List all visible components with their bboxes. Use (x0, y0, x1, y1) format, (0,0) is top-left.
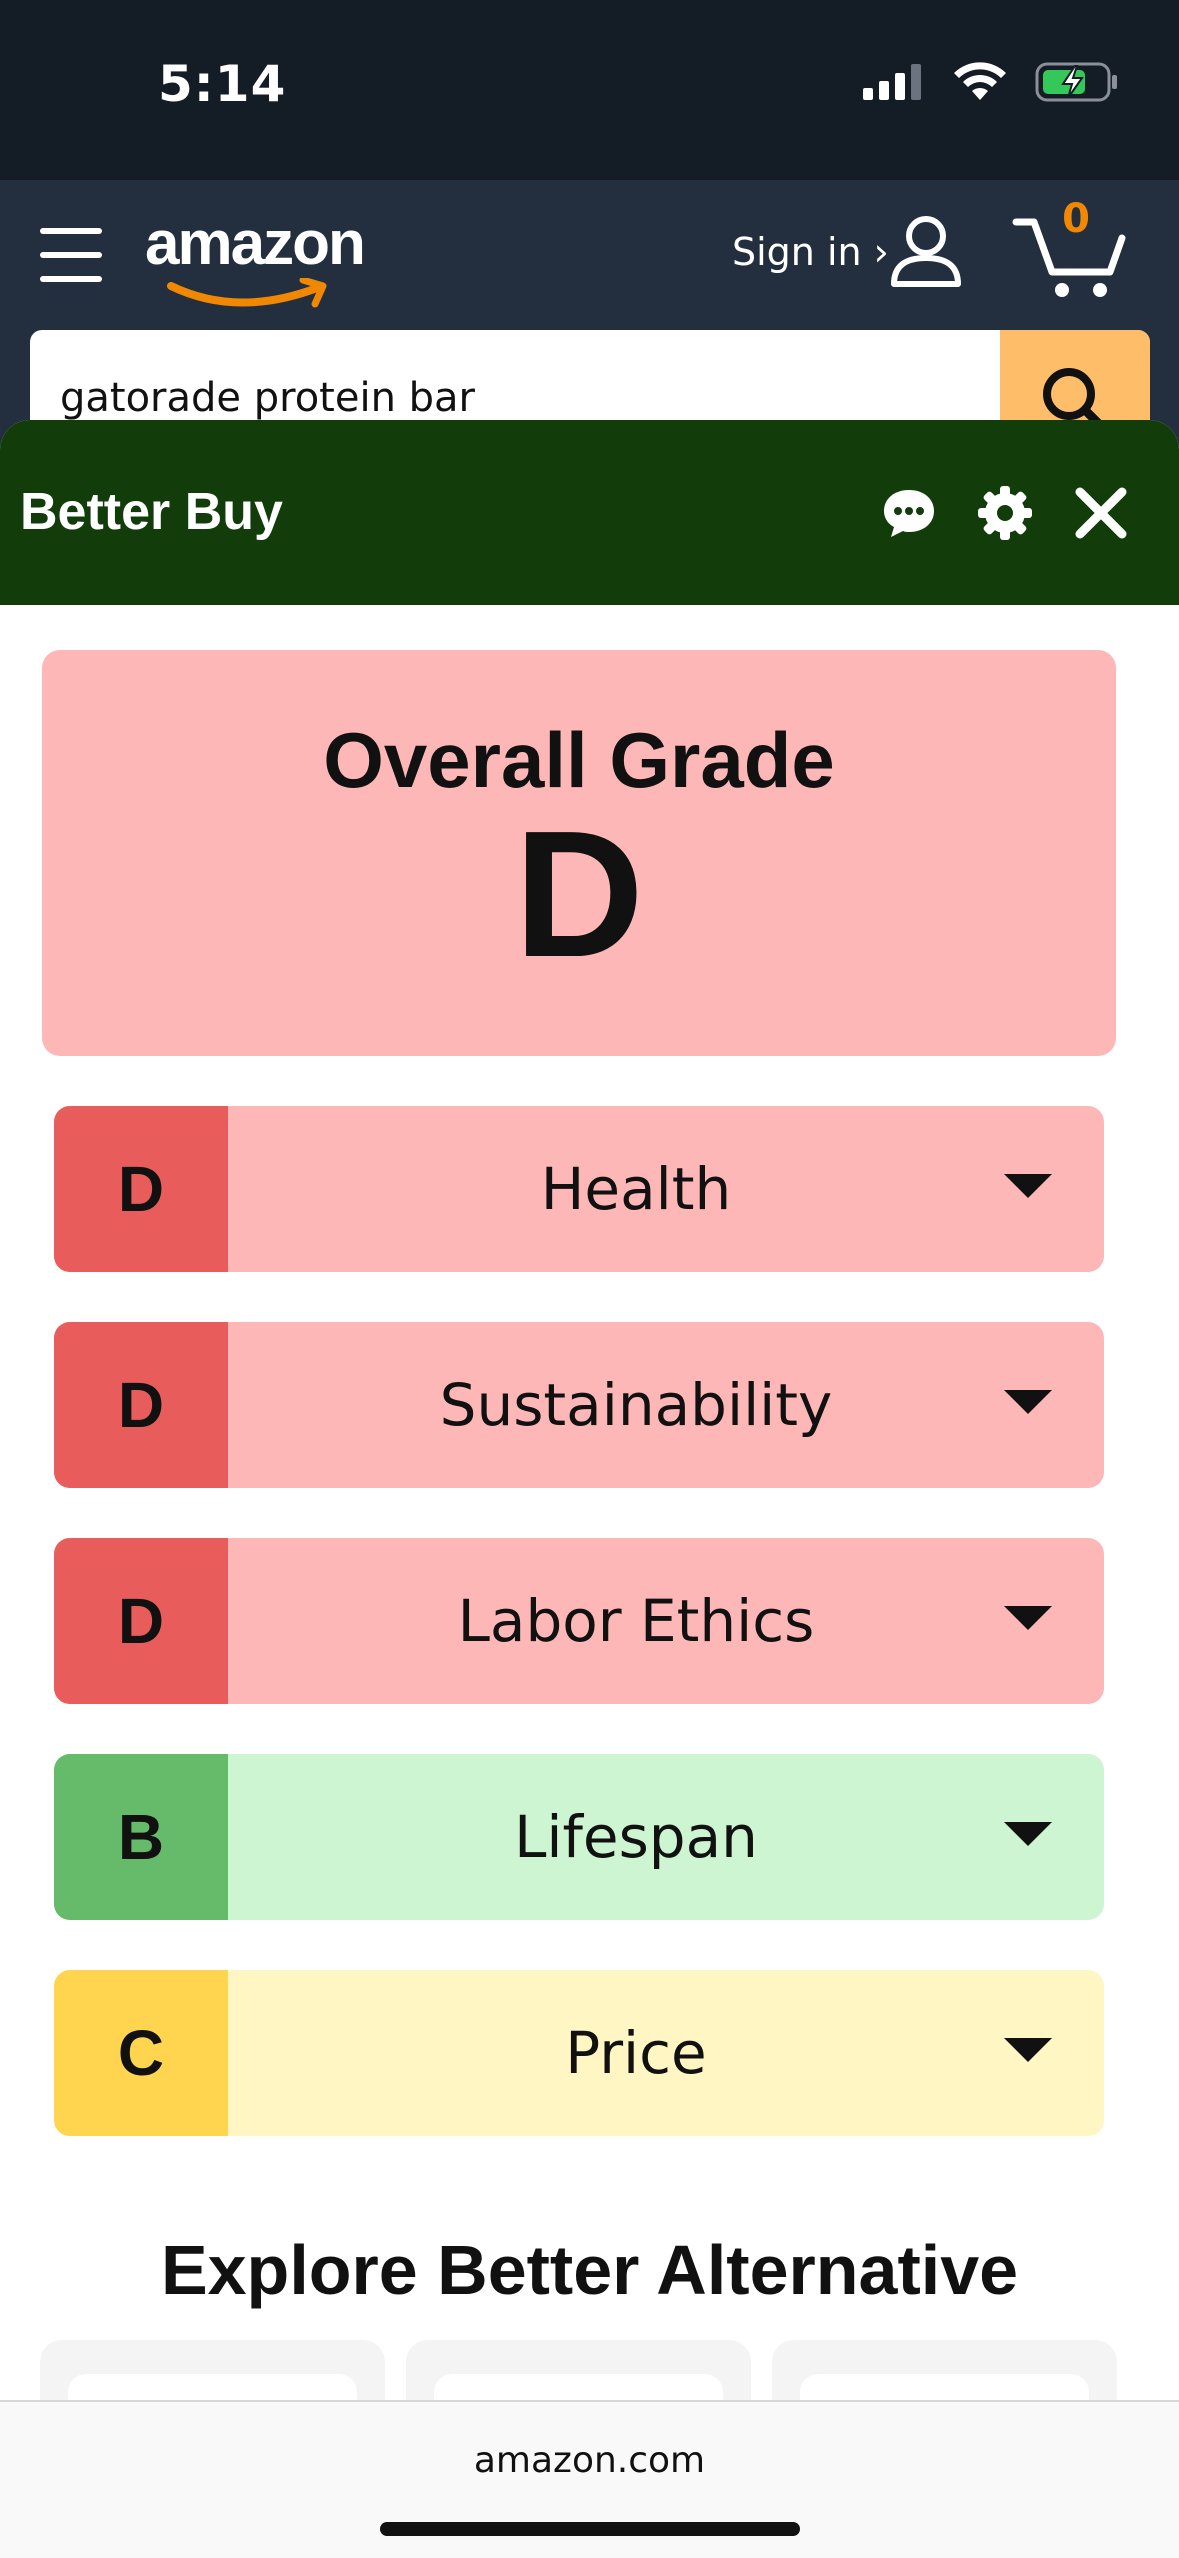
amazon-smile-icon (167, 278, 327, 308)
category-label: Sustainability (439, 1371, 833, 1439)
close-icon[interactable] (1072, 484, 1130, 542)
category-grade: D (54, 1106, 228, 1272)
wifi-icon (954, 62, 1006, 100)
chevron-down-icon[interactable] (1004, 1174, 1052, 1198)
better-buy-panel: Better Buy Overall Grade D D Hea (0, 420, 1179, 2556)
status-time: 5:14 (158, 55, 287, 113)
overall-grade-card: Overall Grade D (42, 650, 1116, 1056)
chevron-down-icon[interactable] (1004, 1606, 1052, 1630)
cart-icon (1012, 218, 1126, 297)
chevron-down-icon[interactable] (1004, 1390, 1052, 1414)
chat-icon[interactable] (880, 484, 938, 542)
category-lifespan[interactable]: B Lifespan (54, 1754, 1104, 1920)
menu-icon[interactable] (40, 228, 102, 282)
battery-charging-icon (1035, 62, 1117, 102)
chevron-down-icon[interactable] (1004, 1822, 1052, 1846)
cart-button[interactable]: 0 (1012, 196, 1128, 302)
status-icons (863, 62, 1119, 102)
category-grade: D (54, 1538, 228, 1704)
category-label: Health (540, 1155, 732, 1223)
search-input[interactable]: gatorade protein bar (60, 375, 475, 421)
cart-count: 0 (1062, 196, 1090, 242)
category-price[interactable]: C Price (54, 1970, 1104, 2136)
signal-icon (863, 64, 921, 100)
sign-in-link[interactable]: Sign in › (732, 230, 889, 274)
url-label[interactable]: amazon.com (473, 2440, 706, 2481)
explore-alternatives-title: Explore Better Alternative (160, 2231, 1019, 2309)
status-bar: 5:14 (0, 0, 1179, 180)
category-labor-ethics[interactable]: D Labor Ethics (54, 1538, 1104, 1704)
category-grade: C (54, 1970, 228, 2136)
panel-title: Better Buy (20, 483, 283, 541)
category-grade: B (54, 1754, 228, 1920)
chevron-down-icon[interactable] (1004, 2038, 1052, 2062)
category-label: Price (565, 2019, 707, 2087)
browser-address-bar: amazon.com (0, 2400, 1179, 2558)
user-icon[interactable] (888, 212, 964, 288)
home-indicator[interactable] (380, 2522, 800, 2536)
panel-header: Better Buy (0, 420, 1179, 605)
category-label: Lifespan (514, 1803, 758, 1871)
amazon-logo[interactable]: amazon (145, 208, 385, 318)
gear-icon[interactable] (976, 484, 1034, 542)
category-label: Labor Ethics (457, 1587, 815, 1655)
overall-grade-label: Overall Grade (323, 716, 835, 804)
overall-grade-value: D (514, 794, 644, 995)
amazon-logo-text: amazon (145, 209, 366, 278)
category-sustainability[interactable]: D Sustainability (54, 1322, 1104, 1488)
category-grade: D (54, 1322, 228, 1488)
category-health[interactable]: D Health (54, 1106, 1104, 1272)
